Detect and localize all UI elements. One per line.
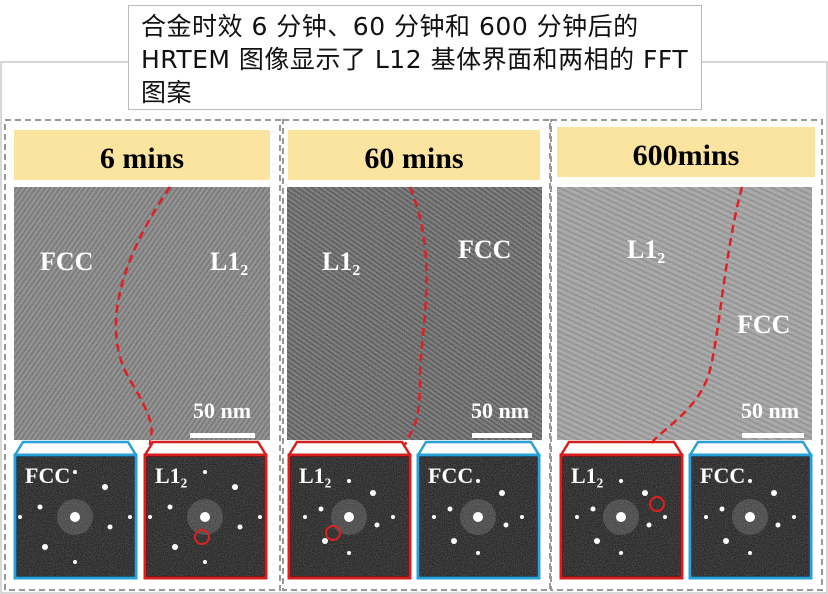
fft-spot xyxy=(719,506,725,512)
fft-spot xyxy=(203,470,207,474)
fft-spot xyxy=(374,522,380,528)
scale-label: 50 nm xyxy=(741,398,799,423)
fft-spot xyxy=(37,504,43,510)
fft-spot xyxy=(70,512,80,522)
phase-label: L1₂ xyxy=(322,247,360,276)
panel-title: 6 mins xyxy=(100,142,184,175)
fft-spot xyxy=(745,512,755,522)
fft-spot xyxy=(18,515,22,519)
fft-spot xyxy=(347,479,351,483)
fft-spot xyxy=(723,538,729,544)
connector xyxy=(559,440,684,456)
interface-line xyxy=(648,186,744,446)
highlight-ring xyxy=(194,529,210,545)
panel-header xyxy=(288,130,540,180)
caption: 合金时效 6 分钟、60 分钟和 600 分钟后的 HRTEM 图像显示了 L1… xyxy=(128,5,702,110)
fft-spot xyxy=(748,551,752,555)
fft-spot xyxy=(663,515,667,519)
fft-spot xyxy=(303,515,307,519)
fft-spot xyxy=(476,479,480,483)
fft-spot xyxy=(642,490,648,496)
fft-spot xyxy=(503,522,509,528)
fft-spot xyxy=(344,512,354,522)
fft-spot xyxy=(107,524,113,530)
fft-spot xyxy=(318,506,324,512)
fft-spot xyxy=(520,515,524,519)
fft-spot xyxy=(370,490,376,496)
fft-spot xyxy=(447,506,453,512)
fft-spot xyxy=(451,538,457,544)
fft-label: L1₂ xyxy=(155,463,188,488)
panel-title: 600mins xyxy=(633,139,740,172)
panel-title: 60 mins xyxy=(364,142,463,175)
fft-spot xyxy=(748,479,752,483)
panel-frame xyxy=(550,119,823,591)
phase-label: FCC xyxy=(40,247,93,276)
fft-spot xyxy=(232,484,238,490)
panel-frame xyxy=(4,119,281,591)
fft-spot xyxy=(258,515,262,519)
fft-spot xyxy=(172,544,178,550)
phase-label: FCC xyxy=(458,235,511,264)
fft-spot xyxy=(619,551,623,555)
scale-bar xyxy=(472,433,532,438)
highlight-ring xyxy=(649,496,665,512)
fft-spot xyxy=(575,515,579,519)
fft-label: FCC xyxy=(428,463,473,488)
fft-spot xyxy=(42,544,48,550)
connector xyxy=(143,440,268,456)
connector xyxy=(688,440,813,456)
interface-line xyxy=(403,186,428,446)
highlight-ring xyxy=(325,525,341,541)
fft-spot xyxy=(322,538,328,544)
fft-spot xyxy=(432,515,436,519)
phase-label: L1₂ xyxy=(210,247,248,276)
panel-frame xyxy=(282,119,551,591)
connector xyxy=(416,440,541,456)
fft-spot xyxy=(792,515,796,519)
scale-label: 50 nm xyxy=(193,398,251,423)
interface-line xyxy=(114,186,172,446)
fft-spot xyxy=(499,490,505,496)
connector xyxy=(287,440,412,456)
fft-label: FCC xyxy=(25,463,70,488)
fft-spot xyxy=(771,490,777,496)
fft-spot xyxy=(476,551,480,555)
scale-bar xyxy=(190,433,255,438)
fft-label: FCC xyxy=(700,463,745,488)
fft-spot xyxy=(167,504,173,510)
fft-spot xyxy=(616,512,626,522)
fft-spot xyxy=(646,522,652,528)
fft-label: L1₂ xyxy=(571,463,604,488)
fft-spot xyxy=(590,506,596,512)
fft-spot xyxy=(347,551,351,555)
scale-bar xyxy=(742,433,804,438)
panel-header xyxy=(14,130,270,180)
image-noise xyxy=(287,187,542,440)
fft-spot xyxy=(704,515,708,519)
panel-header xyxy=(557,127,815,177)
scale-label: 50 nm xyxy=(471,398,529,423)
fft-label: L1₂ xyxy=(299,463,332,488)
fft-spot xyxy=(391,515,395,519)
fft-spot xyxy=(619,479,623,483)
fft-spot xyxy=(148,515,152,519)
fft-spot xyxy=(473,512,483,522)
phase-label: FCC xyxy=(737,310,790,339)
fft-spot xyxy=(237,524,243,530)
fft-spot xyxy=(73,470,77,474)
fft-spot xyxy=(594,538,600,544)
fft-spot xyxy=(73,560,77,564)
phase-label: L1₂ xyxy=(627,235,665,264)
fft-spot xyxy=(203,560,207,564)
connector xyxy=(13,440,138,456)
image-noise xyxy=(14,187,270,440)
fft-spot xyxy=(200,512,210,522)
image-noise xyxy=(557,187,812,440)
fft-spot xyxy=(128,515,132,519)
fft-spot xyxy=(102,484,108,490)
fft-spot xyxy=(775,522,781,528)
